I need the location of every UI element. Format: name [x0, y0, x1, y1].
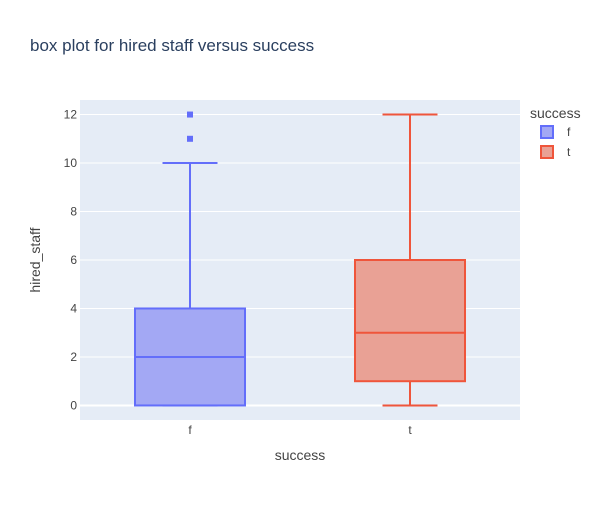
legend-items: ft — [540, 125, 571, 159]
chart-title: box plot for hired staff versus success — [30, 36, 314, 55]
legend-label-t: t — [567, 145, 571, 159]
legend: success ft — [530, 105, 581, 159]
legend-title: success — [530, 105, 581, 121]
x-axis-label: success — [275, 447, 326, 463]
box-t — [354, 113, 466, 407]
y-tick-label: 4 — [70, 301, 77, 315]
outlier-point — [187, 135, 193, 142]
y-tick-label: 8 — [70, 205, 77, 219]
y-tick-label: 2 — [70, 350, 77, 364]
box-iqr — [354, 259, 466, 383]
boxes — [134, 111, 466, 407]
y-axis-label: hired_staff — [27, 227, 43, 292]
y-tick-label: 10 — [64, 156, 78, 170]
y-tick-label: 0 — [70, 398, 77, 412]
legend-swatch-f — [540, 125, 554, 139]
x-tick-label: f — [188, 423, 192, 437]
outlier-point — [187, 111, 193, 118]
y-tick-label: 6 — [70, 253, 77, 267]
legend-swatch-t — [540, 145, 554, 159]
y-tick-labels: 0 2 4 6 8 10 12 — [64, 108, 78, 413]
y-tick-label: 12 — [64, 108, 78, 122]
legend-label-f: f — [567, 125, 571, 139]
x-tick-label: t — [408, 423, 412, 437]
box-f — [134, 111, 246, 407]
